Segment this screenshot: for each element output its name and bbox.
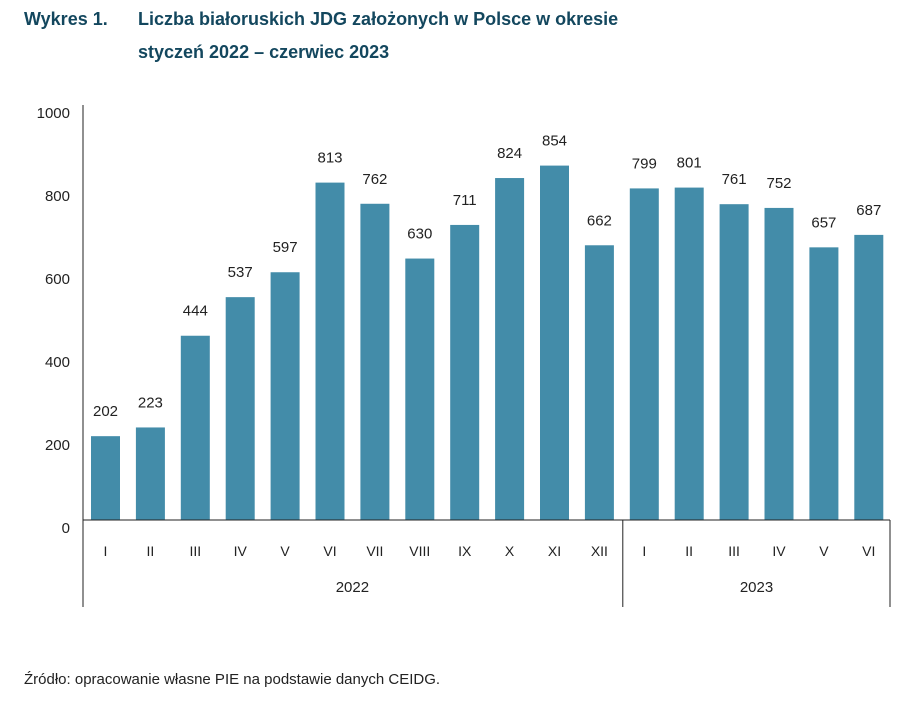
data-label: 854	[542, 133, 567, 150]
source-note: Źródło: opracowanie własne PIE na podsta…	[24, 671, 441, 688]
bar-chart: 02004006008001000202I223II444III537IV597…	[37, 105, 891, 607]
data-label: 752	[766, 175, 791, 192]
bar	[180, 335, 210, 520]
bar	[135, 427, 165, 520]
x-tick-label: I	[104, 543, 108, 559]
x-tick-label: IV	[234, 543, 248, 559]
y-tick-label: 600	[45, 271, 70, 288]
data-label: 711	[453, 192, 477, 209]
x-tick-label: II	[685, 543, 693, 559]
data-label: 597	[273, 239, 298, 256]
data-label: 687	[856, 202, 881, 219]
bar	[764, 207, 794, 521]
year-label: 2023	[740, 579, 773, 596]
bar	[719, 204, 749, 520]
y-tick-label: 1000	[37, 105, 70, 122]
bar	[584, 245, 614, 520]
bar	[809, 247, 839, 520]
data-label: 223	[138, 394, 163, 411]
bar	[270, 272, 300, 520]
data-label: 657	[811, 214, 836, 231]
bar	[315, 182, 345, 521]
x-tick-label: III	[728, 543, 740, 559]
x-tick-label: V	[819, 543, 829, 559]
y-tick-label: 800	[45, 188, 70, 205]
bar	[629, 188, 659, 521]
x-tick-label: IX	[458, 543, 472, 559]
x-tick-label: V	[280, 543, 290, 559]
x-tick-label: VI	[323, 543, 336, 559]
data-label: 537	[228, 264, 253, 281]
bar	[225, 297, 255, 520]
bar	[495, 178, 525, 521]
x-tick-label: I	[642, 543, 646, 559]
data-label: 202	[93, 403, 118, 420]
y-tick-label: 400	[45, 354, 70, 371]
data-label: 662	[587, 212, 612, 229]
data-label: 762	[362, 171, 387, 188]
data-label: 801	[677, 155, 702, 172]
chart-title-line2: styczeń 2022 – czerwiec 2023	[138, 42, 390, 62]
x-tick-label: VII	[366, 543, 383, 559]
bar	[91, 436, 120, 520]
data-label: 799	[632, 155, 657, 172]
bar	[450, 224, 480, 520]
x-tick-label: III	[189, 543, 201, 559]
x-tick-label: II	[147, 543, 155, 559]
bar	[360, 203, 390, 520]
data-label: 824	[497, 145, 522, 162]
data-label: 630	[407, 226, 432, 243]
bar	[854, 234, 884, 520]
y-tick-label: 0	[62, 520, 70, 537]
figure-label: Wykres 1.	[24, 9, 108, 29]
bar	[405, 258, 435, 520]
bar	[674, 187, 704, 520]
x-tick-label: VI	[862, 543, 875, 559]
data-label: 813	[317, 150, 342, 167]
x-tick-label: IV	[772, 543, 786, 559]
data-label: 761	[722, 171, 747, 188]
year-label: 2022	[336, 579, 369, 596]
x-tick-label: XII	[591, 543, 608, 559]
bar	[540, 165, 569, 520]
x-tick-label: VIII	[409, 543, 430, 559]
chart-title-line1: Liczba białoruskich JDG założonych w Pol…	[138, 9, 619, 29]
x-tick-label: X	[505, 543, 515, 559]
y-tick-label: 200	[45, 437, 70, 454]
x-tick-label: XI	[548, 543, 561, 559]
data-label: 444	[183, 303, 208, 320]
